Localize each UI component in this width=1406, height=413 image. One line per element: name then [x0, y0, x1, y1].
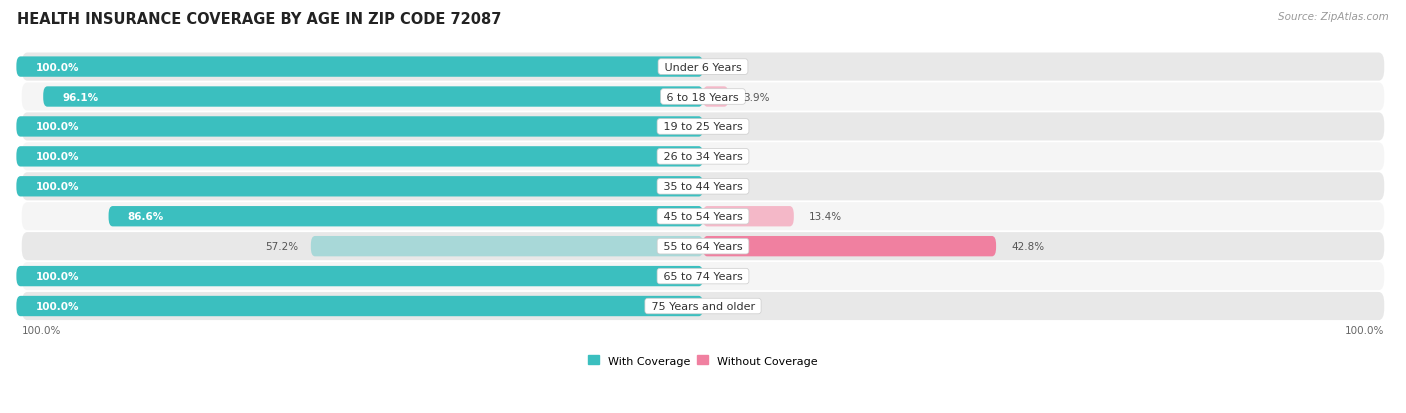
FancyBboxPatch shape — [21, 233, 1385, 261]
FancyBboxPatch shape — [21, 113, 1385, 141]
Text: HEALTH INSURANCE COVERAGE BY AGE IN ZIP CODE 72087: HEALTH INSURANCE COVERAGE BY AGE IN ZIP … — [17, 12, 502, 27]
FancyBboxPatch shape — [703, 236, 995, 257]
Text: 100.0%: 100.0% — [35, 182, 79, 192]
Text: 13.4%: 13.4% — [808, 212, 842, 222]
FancyBboxPatch shape — [21, 53, 1385, 81]
Text: 86.6%: 86.6% — [128, 212, 165, 222]
Text: 100.0%: 100.0% — [35, 152, 79, 162]
Text: 100.0%: 100.0% — [35, 122, 79, 132]
Text: 45 to 54 Years: 45 to 54 Years — [659, 212, 747, 222]
FancyBboxPatch shape — [17, 117, 703, 137]
FancyBboxPatch shape — [21, 173, 1385, 201]
FancyBboxPatch shape — [21, 262, 1385, 290]
FancyBboxPatch shape — [703, 87, 728, 107]
Text: 100.0%: 100.0% — [22, 326, 62, 336]
Text: 65 to 74 Years: 65 to 74 Years — [659, 271, 747, 281]
Text: 3.9%: 3.9% — [744, 92, 770, 102]
Text: 35 to 44 Years: 35 to 44 Years — [659, 182, 747, 192]
FancyBboxPatch shape — [17, 177, 703, 197]
Text: 100.0%: 100.0% — [35, 62, 79, 72]
Text: 75 Years and older: 75 Years and older — [648, 301, 758, 311]
FancyBboxPatch shape — [17, 147, 703, 167]
Text: 100.0%: 100.0% — [35, 271, 79, 281]
Text: 26 to 34 Years: 26 to 34 Years — [659, 152, 747, 162]
FancyBboxPatch shape — [17, 57, 703, 78]
Text: 100.0%: 100.0% — [1344, 326, 1384, 336]
FancyBboxPatch shape — [21, 143, 1385, 171]
Text: 100.0%: 100.0% — [35, 301, 79, 311]
Text: 19 to 25 Years: 19 to 25 Years — [659, 122, 747, 132]
FancyBboxPatch shape — [311, 236, 703, 257]
Text: 96.1%: 96.1% — [62, 92, 98, 102]
FancyBboxPatch shape — [17, 266, 703, 287]
Text: Source: ZipAtlas.com: Source: ZipAtlas.com — [1278, 12, 1389, 22]
Text: Under 6 Years: Under 6 Years — [661, 62, 745, 72]
Text: 55 to 64 Years: 55 to 64 Years — [659, 242, 747, 252]
FancyBboxPatch shape — [21, 203, 1385, 231]
FancyBboxPatch shape — [21, 292, 1385, 320]
Legend: With Coverage, Without Coverage: With Coverage, Without Coverage — [583, 351, 823, 370]
FancyBboxPatch shape — [21, 83, 1385, 112]
FancyBboxPatch shape — [703, 206, 794, 227]
FancyBboxPatch shape — [44, 87, 703, 107]
Text: 57.2%: 57.2% — [266, 242, 298, 252]
FancyBboxPatch shape — [108, 206, 703, 227]
Text: 6 to 18 Years: 6 to 18 Years — [664, 92, 742, 102]
Text: 42.8%: 42.8% — [1011, 242, 1045, 252]
FancyBboxPatch shape — [17, 296, 703, 316]
